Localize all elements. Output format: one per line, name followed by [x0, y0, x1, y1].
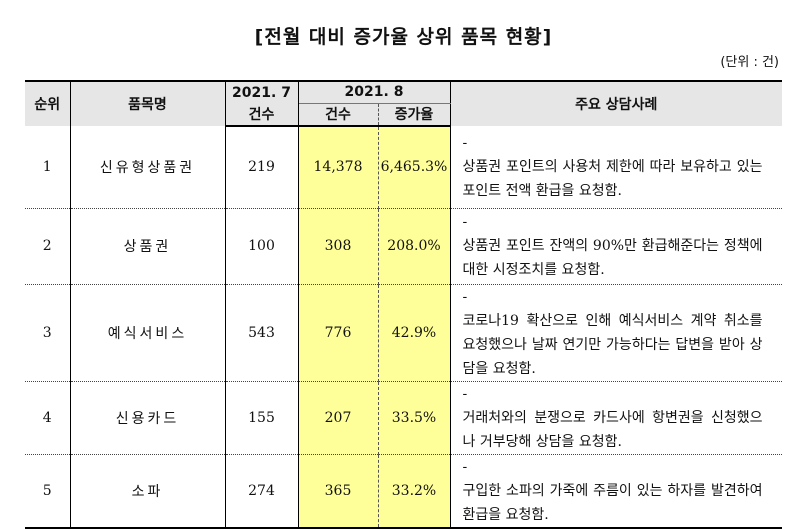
case-text: 구입한 소파의 가죽에 주름이 있는 하자를 발견하여 환급을 요청함.	[462, 482, 763, 523]
cell-item: 상품권	[70, 208, 226, 285]
cell-item: 소파	[70, 454, 226, 529]
cell-item: 예식서비스	[70, 284, 226, 382]
cell-rank: 2	[25, 208, 71, 285]
header-item: 품목명	[70, 80, 226, 126]
header-rank: 순위	[25, 80, 71, 126]
cell-aug: 776	[298, 284, 379, 382]
case-text: 상품권 포인트 잔액의 90%만 환급해준다는 정책에 대한 시정조치를 요청함…	[462, 238, 763, 278]
bullet-dash: -	[462, 288, 468, 305]
table-row: 3 예식서비스 543 776 42.9% - 코로나19 확산으로 인해 예식서…	[25, 284, 782, 382]
case-text: 코로나19 확산으로 인해 예식서비스 계약 취소를 요청했으나 날짜 연기만 …	[462, 312, 763, 377]
cell-aug: 365	[298, 454, 379, 529]
cell-aug: 308	[298, 208, 379, 285]
cell-jul: 543	[225, 284, 299, 382]
table-row: 4 신용카드 155 207 33.5% - 거래처와의 분쟁으로 카드사에 항변…	[25, 381, 782, 455]
cell-rank: 1	[25, 126, 71, 209]
header-count-jul: 건수	[225, 103, 299, 127]
case-text: 상품권 포인트의 사용처 제한에 따라 보유하고 있는 포인트 전액 환급을 요…	[462, 158, 763, 199]
cell-case: - 구입한 소파의 가죽에 주름이 있는 하자를 발견하여 환급을 요청함.	[450, 454, 782, 529]
cell-jul: 155	[225, 381, 299, 455]
cell-jul: 219	[225, 126, 299, 209]
cell-item: 신유형상품권	[70, 126, 226, 209]
cell-rank: 4	[25, 381, 71, 455]
table-row: 5 소파 274 365 33.2% - 구입한 소파의 가죽에 주름이 있는 하…	[25, 454, 782, 529]
cell-case: - 상품권 포인트의 사용처 제한에 따라 보유하고 있는 포인트 전액 환급을 …	[450, 126, 782, 209]
bullet-dash: -	[462, 134, 468, 151]
cell-case: - 거래처와의 분쟁으로 카드사에 항변권을 신청했으나 거부당해 상담을 요청함…	[450, 381, 782, 455]
cell-jul: 100	[225, 208, 299, 285]
cell-rate: 42.9%	[378, 284, 451, 382]
header-count-aug: 건수	[298, 103, 379, 127]
header-rate: 증가율	[378, 103, 451, 127]
bullet-dash: -	[462, 214, 468, 230]
cell-rate: 33.5%	[378, 381, 451, 455]
header-cases: 주요 상담사례	[450, 80, 782, 126]
cell-rank: 3	[25, 284, 71, 382]
table-row: 1 신유형상품권 219 14,378 6,465.3% - 상품권 포인트의 사…	[25, 126, 782, 209]
unit-label: (단위 : 건)	[720, 55, 779, 70]
bullet-dash: -	[462, 458, 468, 475]
cell-aug: 207	[298, 381, 379, 455]
table-row: 2 상품권 100 308 208.0% - 상품권 포인트 잔액의 90%만 환…	[25, 208, 782, 285]
cell-rate: 6,465.3%	[378, 126, 451, 209]
header-month1: 2021. 7	[225, 80, 299, 103]
cell-case: - 상품권 포인트 잔액의 90%만 환급해준다는 정책에 대한 시정조치를 요청…	[450, 208, 782, 285]
bullet-dash: -	[462, 385, 468, 402]
item-table: 순위 품목명 2021. 7 2021. 8 주요 상담사례 건수 건수 증가율…	[25, 80, 782, 529]
cell-jul: 274	[225, 454, 299, 529]
cell-aug: 14,378	[298, 126, 379, 209]
cell-rank: 5	[25, 454, 71, 529]
cell-rate: 208.0%	[378, 208, 451, 285]
page-title: [전월 대비 증가율 상위 품목 현황]	[254, 26, 553, 48]
header-month2: 2021. 8	[298, 80, 451, 104]
cell-case: - 코로나19 확산으로 인해 예식서비스 계약 취소를 요청했으나 날짜 연기만…	[450, 284, 782, 382]
cell-rate: 33.2%	[378, 454, 451, 529]
case-text: 거래처와의 분쟁으로 카드사에 항변권을 신청했으나 거부당해 상담을 요청함.	[462, 409, 763, 450]
cell-item: 신용카드	[70, 381, 226, 455]
